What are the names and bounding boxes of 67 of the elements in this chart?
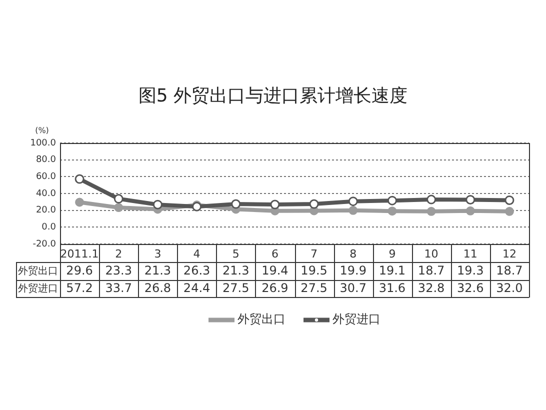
point [348,206,358,215]
point [75,198,84,207]
data-label: 31.6 [378,281,406,296]
x-tick-label: 10 [424,247,438,260]
y-tick-label: 0.0 [42,222,56,233]
point [152,200,162,210]
data-label: 26.8 [144,281,172,296]
data-label: 32.8 [418,281,445,296]
y-tick-label: 20.0 [36,206,56,216]
point [388,206,397,216]
x-tick-label: 8 [350,247,357,260]
point [466,206,475,216]
data-label: 26.9 [262,281,288,296]
y-tick-label: 60.0 [36,172,56,182]
point [270,200,280,210]
x-tick-label: 4 [193,247,200,260]
x-tick-label: 2 [115,247,122,260]
y-tick-label: 80.0 [36,155,56,166]
point [74,174,84,184]
data-label: 32.0 [496,281,523,296]
y-tick-label: 100.0 [30,138,56,148]
data-label: 21.3 [144,264,172,278]
data-label: 18.7 [496,264,523,278]
y-axis-title: (%) [35,126,49,136]
legend-label: 外贸出口 [238,312,286,326]
data-label: 27.5 [222,281,250,296]
chart-title: 图5 外贸出口与进口累计增长速度 [138,86,408,107]
data-label: 18.7 [418,264,445,278]
data-label: 19.9 [340,264,366,278]
data-label: 19.1 [378,264,406,278]
legend-label: 外贸进口 [332,312,380,326]
y-tick-label: -20.0 [32,239,56,250]
data-label: 26.3 [183,264,210,278]
point [466,194,476,204]
point [309,199,319,209]
x-tick-label: 5 [232,247,240,260]
y-tick-label: 40.0 [36,188,56,199]
point [504,206,514,216]
data-label: 30.7 [340,281,366,296]
data-label: 33.7 [105,281,132,296]
point [348,196,358,206]
data-label: 29.6 [66,264,93,278]
x-tick-label: 11 [463,247,478,260]
x-tick-label: 12 [502,247,516,260]
data-label: 57.2 [66,281,93,296]
point [387,196,397,206]
point [426,206,436,216]
text: 外贸出口 [18,266,58,278]
text: 外贸进口 [18,284,58,295]
data-label: 19.3 [457,264,484,278]
x-tick-label: 2011.1 [60,247,99,260]
point [114,203,124,212]
data-label: 19.5 [300,264,328,278]
x-tick-label: 3 [154,247,162,260]
data-label: 32.6 [457,281,484,296]
x-tick-label: 6 [271,247,278,260]
data-label: 24.4 [183,281,210,296]
data-label: 21.3 [222,264,250,278]
data-label: 27.5 [300,281,328,296]
x-tick-label: 7 [310,247,318,260]
data-label: 23.3 [105,264,132,278]
point [426,194,436,204]
data-label: 19.4 [262,264,288,278]
point [504,195,514,205]
point [231,199,241,209]
x-tick-label: 9 [388,247,396,260]
point [114,194,124,204]
